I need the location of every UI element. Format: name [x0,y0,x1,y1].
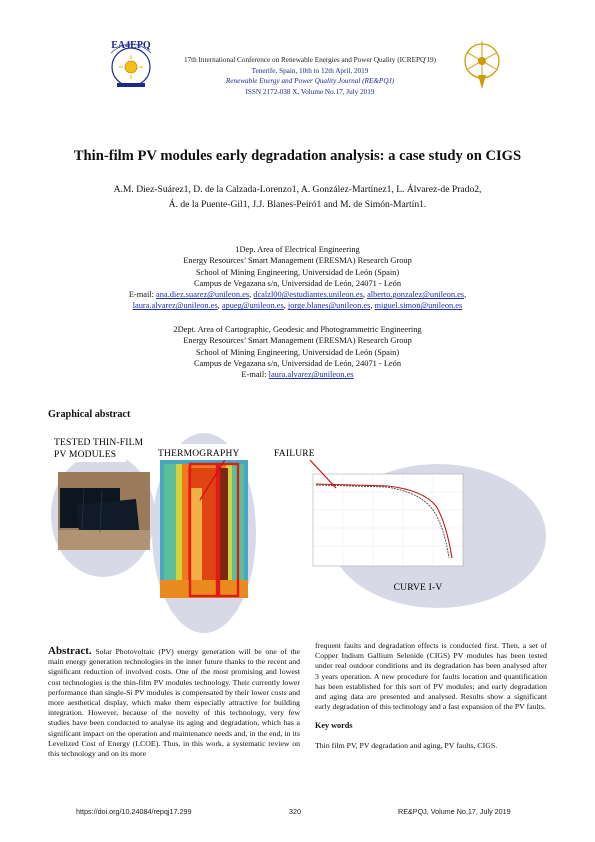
thermo-arrow [199,457,227,501]
page-number: 320 [289,807,301,816]
aff1-dept: 1Dep. Area of Electrical Engineering [235,245,360,254]
logo-text: EA4EPQ [111,40,151,51]
label-tested-1: TESTED THIN-FILM [54,438,144,448]
conference-name: 17th International Conference on Renewab… [183,56,437,64]
aff1-email-line-1: E-mail: ana.diez.suarez@unileon.es, dcal… [128,290,467,300]
abstract-text-left: Solar Photovoltaic (PV) energy generatio… [48,647,300,759]
iv-curve-plot [312,473,464,567]
abstract-text-right: frequent faults and degradation effects … [315,641,547,712]
abstract-right-column: frequent faults and degradation effects … [315,641,547,751]
aff2-dept: 2Dept. Area of Cartographic, Geodesic an… [173,325,422,334]
paper-title: Thin-film PV modules early degradation a… [73,148,522,164]
email-link[interactable]: jorge.blanes@unileon.es [287,301,371,311]
journal-footer: RE&PQJ, Volume No.17, July 2019 [398,807,511,816]
aff1-school: School of Mining Engineering, Universida… [195,267,400,277]
ea4epq-logo: EA4EPQ [110,40,152,87]
label-curve-iv: CURVE I-V [394,583,443,593]
graphical-abstract-heading: Graphical abstract [48,409,131,420]
thermography-image [160,460,248,598]
failure-box-1 [188,462,221,598]
authors-line-2: Á. de la Puente-Gil1, J.J. Blanes-Peiró1… [168,199,427,210]
email-link[interactable]: laura.alvarez@unileon.es [132,301,218,311]
label-failure: FAILURE [274,449,315,459]
journal-issn: ISSN 2172-038 X, Volume No.17, July 2019 [245,88,375,96]
email-link[interactable]: ana.diez.suarez@unileon.es [156,290,250,300]
author-list: A.M. Diez-Suárez1, D. de la Calzada-Lore… [40,182,555,212]
abstract-heading: Abstract. [48,645,92,657]
abstract-left-column: Abstract. Solar Photovoltaic (PV) energy… [48,646,300,759]
email-link[interactable]: apueg@unileon.es [221,301,284,311]
conference-location: Tenerife, Spain, 10th to 12th April, 201… [251,67,369,75]
email-link[interactable]: alberto.gonzalez@unileon.es [367,290,465,300]
journal-name: Renewable Energy and Power Quality Journ… [225,77,395,85]
affiliation-2: 2Dept. Area of Cartographic, Geodesic an… [60,324,535,380]
aff2-school: School of Mining Engineering, Universida… [195,347,400,357]
aff2-address: Campus de Vegazana s/n, Universidad de L… [193,358,402,368]
conference-emblem [464,41,500,89]
affiliation-1: 1Dep. Area of Electrical Engineering Ene… [60,244,535,312]
authors-line-1: A.M. Diez-Suárez1, D. de la Calzada-Lore… [113,184,482,195]
keywords-heading: Key words [315,721,353,731]
aff1-email-line-2: laura.alvarez@unileon.es, apueg@unileon.… [132,301,463,311]
aff1-address: Campus de Vegazana s/n, Universidad de L… [193,278,402,288]
doi-link[interactable]: https://doi.org/10.24084/repqj17.299 [76,807,192,816]
failure-arrow [309,459,337,489]
aff2-group: Energy Resources’ Smart Management (ERES… [183,336,412,346]
email-link[interactable]: dcalzl00@estudiantes.unileon.es [253,290,363,300]
email-link[interactable]: miguel.simon@unileon.es [374,301,463,311]
label-thermography: THERMOGRAPHY [158,449,240,459]
graphical-abstract-figure: TESTED THIN-FILM PV MODULES THERMOGRAPHY… [50,433,546,633]
email-link[interactable]: laura.alvarez@unileon.es [268,370,354,380]
keywords-text: Thin film PV, PV degradation and aging, … [315,740,498,750]
label-tested-2: PV MODULES [54,450,116,460]
aff2-email-line: E-mail: laura.alvarez@unileon.es [241,370,354,380]
failure-box-2 [215,462,240,598]
aff1-group: Energy Resources’ Smart Management (ERES… [183,256,412,266]
pv-modules-photo [58,472,150,550]
